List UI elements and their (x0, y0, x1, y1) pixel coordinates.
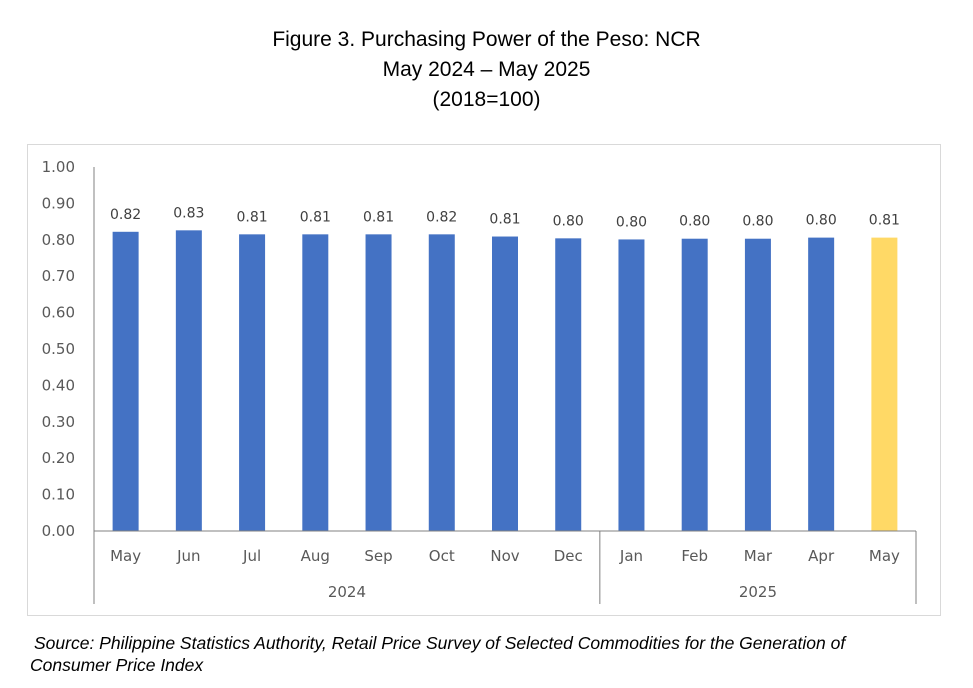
x-tick-label: Sep (364, 547, 392, 565)
chart-title-line1: Figure 3. Purchasing Power of the Peso: … (272, 28, 701, 51)
y-tick-label: 0.00 (42, 522, 75, 540)
chart-area (27, 144, 941, 616)
bar (428, 234, 455, 531)
bar (239, 234, 266, 531)
y-tick-label: 0.80 (42, 231, 75, 249)
bar (618, 239, 645, 531)
data-label: 0.80 (553, 213, 584, 229)
bar (808, 237, 835, 531)
x-tick-label: Jul (242, 547, 261, 565)
bar (555, 238, 582, 531)
chart-title: Figure 3. Purchasing Power of the Peso: … (0, 25, 973, 115)
source-note: Source: Philippine Statistics Authority,… (30, 632, 960, 676)
x-tick-label: Aug (301, 547, 330, 565)
x-tick-label: Feb (681, 547, 708, 565)
bar (302, 234, 329, 531)
data-label: 0.82 (426, 209, 457, 225)
bar (365, 234, 392, 531)
data-label: 0.81 (363, 209, 394, 225)
bar (112, 231, 139, 532)
y-axis: 0.00 0.10 0.20 0.30 0.40 0.50 0.60 0.70 0.80 0.90… (42, 158, 95, 540)
bar (744, 238, 771, 531)
y-tick-label: 0.20 (42, 449, 75, 467)
x-tick-label: Jan (619, 547, 643, 565)
x-tick-label: Jun (176, 547, 200, 565)
x-tick-label: Dec (554, 547, 583, 565)
data-label: 0.81 (236, 209, 267, 225)
bar (492, 236, 518, 532)
y-tick-label: 0.10 (42, 486, 75, 504)
x-axis: May Jun Jul Aug Sep Oct Nov Dec Jan Feb Mar Apr May 2… (93, 530, 917, 604)
x-tick-label: Nov (490, 547, 519, 565)
y-tick-label: 0.60 (42, 304, 75, 322)
bar (681, 238, 708, 531)
bar (871, 237, 898, 531)
chart-title-line3: (2018=100) (432, 88, 541, 111)
data-labels: 0.82 0.83 0.81 0.81 0.81 0.82 0.81 0.80 0.80 0.80… (110, 205, 900, 230)
y-tick-label: 1.00 (42, 158, 75, 176)
bar (175, 230, 202, 531)
x-tick-label: Oct (429, 547, 455, 565)
source-line2: Consumer Price Index (30, 655, 204, 675)
data-label: 0.82 (110, 207, 141, 223)
data-label: 0.81 (869, 213, 900, 229)
y-tick-label: 0.40 (42, 376, 75, 394)
chart-title-line2: May 2024 – May 2025 (382, 58, 591, 81)
bars (112, 230, 898, 532)
group-label: 2024 (328, 583, 366, 601)
x-tick-label: May (110, 547, 141, 565)
x-tick-label: Mar (744, 547, 773, 565)
y-tick-label: 0.50 (42, 340, 75, 358)
data-label: 0.80 (742, 214, 773, 230)
data-label: 0.83 (173, 205, 204, 221)
y-tick-label: 0.70 (42, 267, 75, 285)
data-label: 0.80 (616, 214, 647, 230)
data-label: 0.80 (806, 213, 837, 229)
data-label: 0.81 (489, 212, 520, 228)
source-line1: Source: Philippine Statistics Authority,… (34, 633, 846, 653)
group-label: 2025 (739, 583, 777, 601)
data-label: 0.80 (679, 214, 710, 230)
y-tick-label: 0.30 (42, 413, 75, 431)
x-tick-label: Apr (808, 547, 835, 565)
y-tick-label: 0.90 (42, 194, 75, 212)
x-tick-label: May (869, 547, 900, 565)
data-label: 0.81 (300, 209, 331, 225)
